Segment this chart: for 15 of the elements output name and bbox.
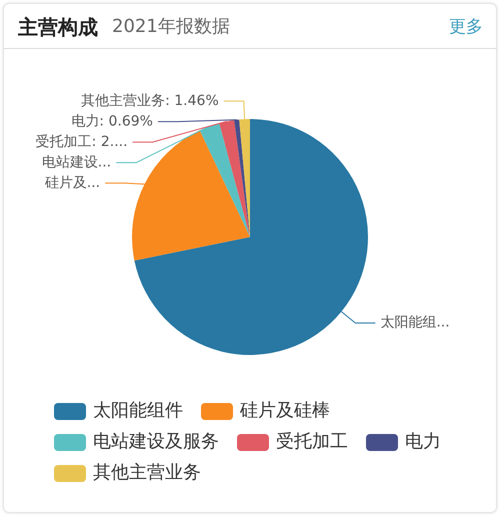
legend-label: 硅片及硅棒 <box>240 400 330 421</box>
data-label: 受托加工: 2.... <box>36 134 128 150</box>
data-label: 其他主营业务: 1.46% <box>81 92 219 109</box>
legend-label: 其他主营业务 <box>93 462 201 483</box>
data-label: 电站建设... <box>42 154 112 170</box>
chart-subtitle: 2021年报数据 <box>112 15 230 39</box>
data-label: 太阳能组... <box>380 314 450 331</box>
chart-title: 主营构成 <box>18 14 98 40</box>
legend-label: 太阳能组件 <box>93 400 183 421</box>
text: 更多 <box>449 16 483 39</box>
data-label: 硅片及... <box>44 174 100 191</box>
legend-label: 受托加工 <box>276 431 348 452</box>
data-label: 电力: 0.69% <box>71 113 153 130</box>
legend-label: 电站建设及服务 <box>93 431 219 452</box>
legend-label: 电力 <box>405 431 441 452</box>
